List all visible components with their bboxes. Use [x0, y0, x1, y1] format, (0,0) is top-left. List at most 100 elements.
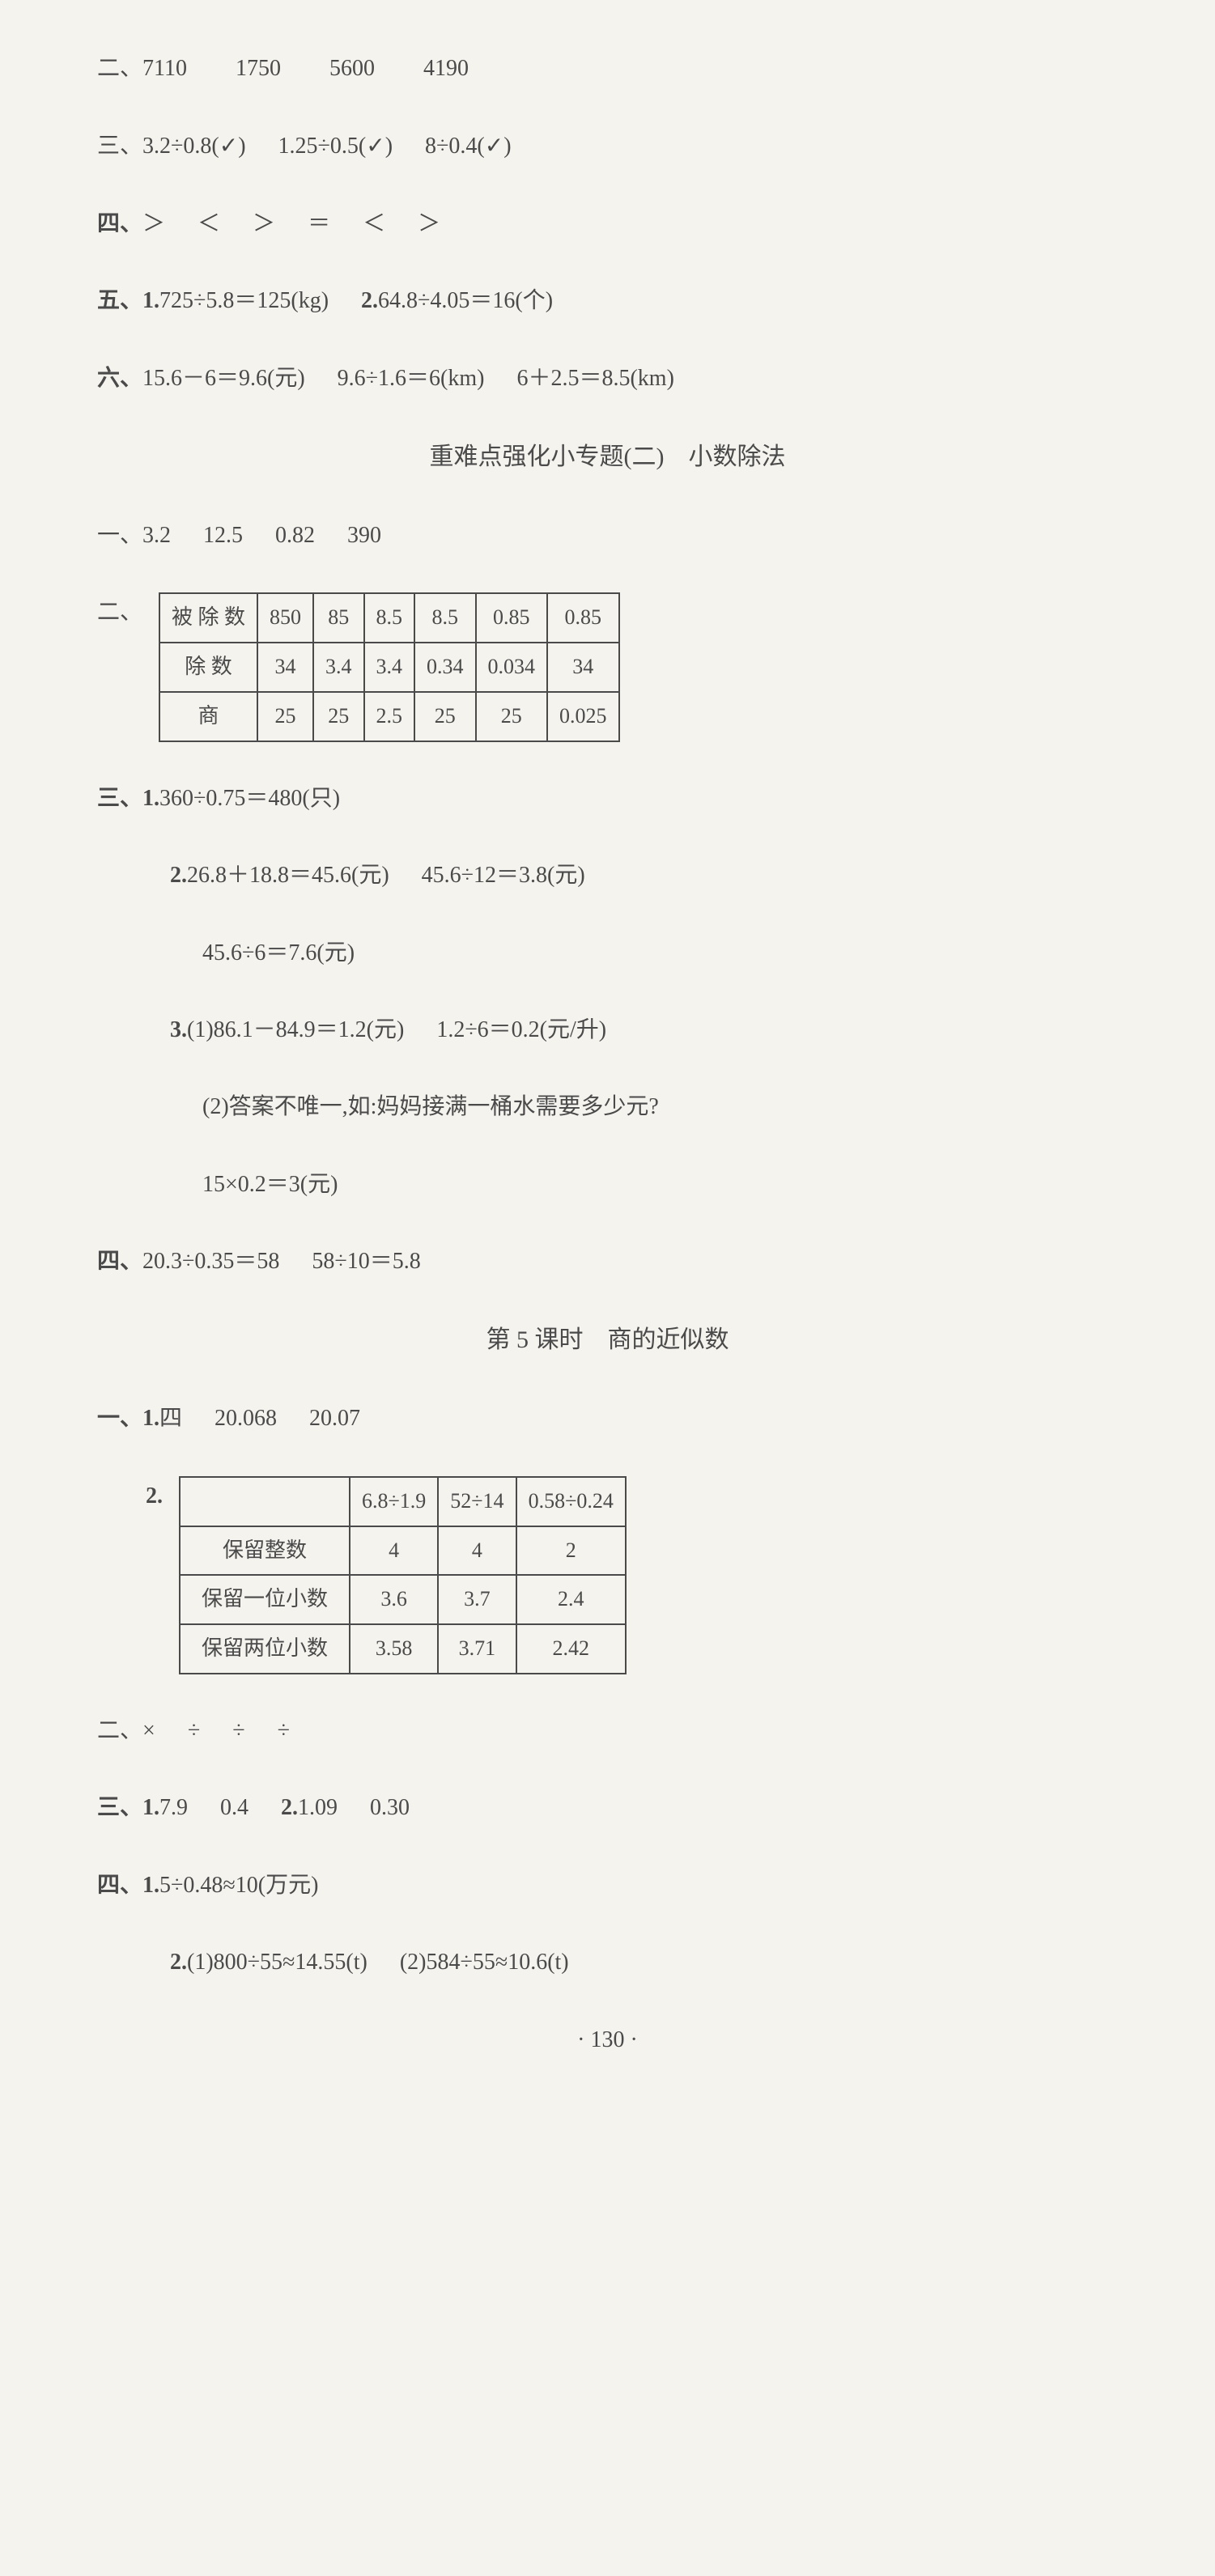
- line-b4-2: 2.(1)800÷55≈14.55(t)(2)584÷55≈10.6(t): [97, 1942, 1118, 1983]
- val: 9.6÷1.6＝6(km): [338, 359, 485, 399]
- val: 20.068: [215, 1398, 277, 1439]
- check-icon: ✓: [219, 125, 238, 166]
- cell: 0.85: [547, 593, 619, 643]
- heading-1: 重难点强化小专题(二) 小数除法: [97, 435, 1118, 479]
- prefix: 2.: [146, 1476, 163, 1517]
- cell: 保留整数: [180, 1526, 350, 1576]
- table-row: 保留整数442: [180, 1526, 626, 1576]
- line-s3-3b: (2)答案不唯一,如:妈妈接满一桶水需要多少元?: [97, 1087, 1118, 1127]
- prefix: 二、: [97, 1711, 142, 1751]
- cell: 4: [438, 1526, 516, 1576]
- val: 7.9: [159, 1788, 188, 1828]
- cell: 除 数: [159, 643, 257, 692]
- val: 4190: [423, 49, 469, 89]
- cell: 商: [159, 692, 257, 741]
- cell: 25: [257, 692, 313, 741]
- num: 3.: [170, 1010, 187, 1050]
- cell: 52÷14: [438, 1477, 516, 1526]
- num: 1.: [142, 1865, 159, 1906]
- val: ＞: [418, 204, 440, 244]
- cell: 0.34: [414, 643, 476, 692]
- val: 1.25÷0.5(: [278, 126, 367, 167]
- cell: 保留一位小数: [180, 1575, 350, 1624]
- heading-2: 第 5 课时 商的近似数: [97, 1318, 1118, 1362]
- line-b2: 二、×÷÷÷: [97, 1711, 1118, 1751]
- val: 0.4: [220, 1788, 249, 1828]
- table-1: 被 除 数850858.58.50.850.85 除 数343.43.40.34…: [159, 592, 620, 741]
- cell: 6.8÷1.9: [350, 1477, 438, 1526]
- cell: 3.7: [438, 1575, 516, 1624]
- val: 8÷0.4(: [425, 126, 485, 167]
- val: ＜: [363, 204, 385, 244]
- cell: 4: [350, 1526, 438, 1576]
- val: 390: [347, 516, 381, 556]
- val: 6＋2.5＝8.5(km): [516, 359, 673, 399]
- table-row: 被 除 数850858.58.50.850.85: [159, 593, 619, 643]
- val: ＞: [142, 204, 165, 244]
- cell: 3.4: [313, 643, 364, 692]
- val: 12.5: [203, 516, 243, 556]
- cell: 85: [313, 593, 364, 643]
- cell: 被 除 数: [159, 593, 257, 643]
- cell: 2.5: [364, 692, 415, 741]
- line-5: 五、1.725÷5.8＝125(kg) 2.64.8÷4.05＝16(个): [97, 281, 1118, 321]
- cell: 25: [414, 692, 476, 741]
- num: 2.: [170, 1942, 187, 1983]
- val: 0.30: [370, 1788, 410, 1828]
- num: 2.: [361, 281, 378, 321]
- cell: 2: [516, 1526, 626, 1576]
- table-2-block: 2. 6.8÷1.952÷140.58÷0.24 保留整数442 保留一位小数3…: [97, 1476, 1118, 1674]
- val: 45.6÷6＝7.6(元): [202, 933, 355, 974]
- val: 26.8＋18.8＝45.6(元): [187, 855, 389, 896]
- val: 58÷10＝5.8: [312, 1241, 420, 1282]
- cell: 0.85: [476, 593, 548, 643]
- val: 0.82: [275, 516, 315, 556]
- val: ＜: [198, 204, 220, 244]
- num: 1.: [142, 1788, 159, 1828]
- val: (1)86.1－84.9＝1.2(元): [187, 1010, 404, 1050]
- val: ): [385, 126, 393, 167]
- cell: 0.58÷0.24: [516, 1477, 626, 1526]
- cell: 0.034: [476, 643, 548, 692]
- val: 3.2÷0.8(: [142, 126, 219, 167]
- val: ÷: [188, 1711, 200, 1751]
- val: 7110: [142, 49, 187, 89]
- val: 5600: [329, 49, 375, 89]
- val: 20.3÷0.35＝58: [142, 1241, 279, 1282]
- table-row: 6.8÷1.952÷140.58÷0.24: [180, 1477, 626, 1526]
- cell: 8.5: [414, 593, 476, 643]
- table-1-block: 二、 被 除 数850858.58.50.850.85 除 数343.43.40…: [97, 592, 1118, 741]
- prefix: 三、: [97, 126, 142, 167]
- table-row: 保留两位小数3.583.712.42: [180, 1624, 626, 1674]
- num: 1.: [142, 281, 159, 321]
- check-icon: ✓: [366, 125, 384, 166]
- val: 1.09: [298, 1788, 338, 1828]
- val: 5÷0.48≈10(万元): [159, 1865, 318, 1906]
- line-s3-1: 三、1.360÷0.75＝480(只): [97, 779, 1118, 819]
- table-row: 除 数343.43.40.340.03434: [159, 643, 619, 692]
- val: 360÷0.75＝480(只): [159, 779, 340, 819]
- prefix: 二、: [97, 592, 142, 633]
- line-b3: 三、1.7.90.42.1.090.30: [97, 1788, 1118, 1828]
- prefix: 四、: [97, 1241, 142, 1282]
- line-s4: 四、20.3÷0.35＝58 58÷10＝5.8: [97, 1241, 1118, 1282]
- prefix: 三、: [97, 779, 142, 819]
- num: 2.: [170, 855, 187, 896]
- prefix: 五、: [97, 281, 142, 321]
- prefix: 四、: [97, 1865, 142, 1906]
- cell: 25: [476, 692, 548, 741]
- prefix: 二、: [97, 49, 142, 89]
- val: ＞: [253, 204, 275, 244]
- cell: 34: [257, 643, 313, 692]
- val: ÷: [278, 1711, 290, 1751]
- cell: 8.5: [364, 593, 415, 643]
- val: ): [238, 126, 245, 167]
- line-s1: 一、3.212.50.82390: [97, 516, 1118, 556]
- cell: 3.58: [350, 1624, 438, 1674]
- val: 725÷5.8＝125(kg): [159, 281, 329, 321]
- prefix: 六、: [97, 359, 142, 399]
- cell: 850: [257, 593, 313, 643]
- val: (2)584÷55≈10.6(t): [400, 1942, 569, 1983]
- val: 64.8÷4.05＝16(个): [378, 281, 553, 321]
- val: (2)答案不唯一,如:妈妈接满一桶水需要多少元?: [202, 1087, 659, 1127]
